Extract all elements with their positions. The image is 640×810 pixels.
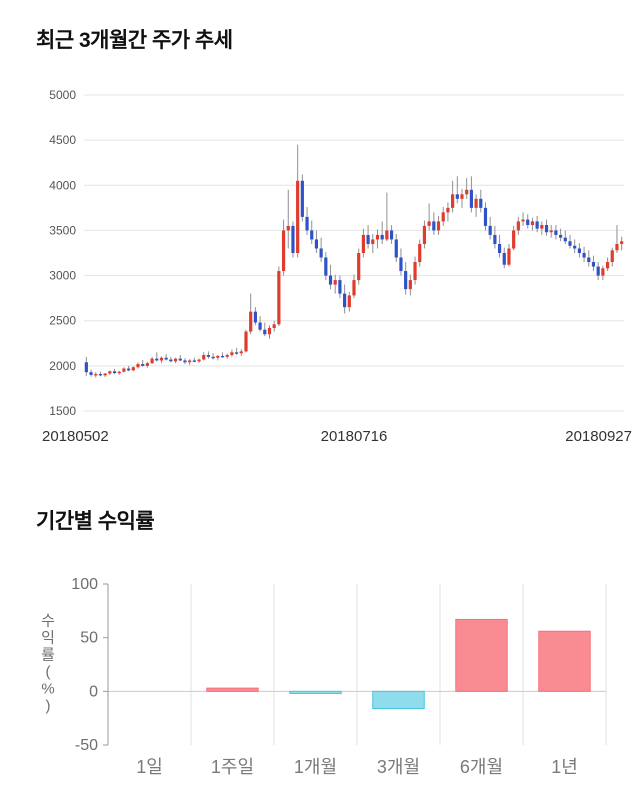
svg-text:%: % <box>41 681 54 698</box>
svg-text:1개월: 1개월 <box>294 757 337 777</box>
svg-text:20180716: 20180716 <box>321 428 388 445</box>
svg-text:5000: 5000 <box>49 88 76 102</box>
svg-text:3500: 3500 <box>49 223 76 237</box>
svg-text:3000: 3000 <box>49 269 76 283</box>
price-trend-title: 최근 3개월간 주가 추세 <box>36 29 233 52</box>
svg-text:50: 50 <box>80 630 98 647</box>
returns-bar-chart: 100 50 0 -50 수익률(%) 1일 1주일 1개월 3개월 6개월 1년 <box>41 578 607 777</box>
svg-text:4000: 4000 <box>49 178 76 192</box>
svg-text:): ) <box>46 698 51 715</box>
svg-text:3개월: 3개월 <box>377 757 420 777</box>
svg-text:1년: 1년 <box>551 757 578 777</box>
price-candlestick-chart: 1500 2000 2500 3000 3500 4000 4500 5000 20180502… <box>42 88 632 445</box>
svg-text:0: 0 <box>89 683 98 700</box>
svg-text:4500: 4500 <box>49 133 76 147</box>
svg-text:수: 수 <box>41 613 55 630</box>
returns-chart: 100 50 0 -50 수 익 률(%) 1일 1주일 1개월 3개월 6개월 1년 <box>0 578 640 783</box>
svg-text:100: 100 <box>71 578 98 593</box>
svg-text:익: 익 <box>41 630 55 647</box>
price-chart: 1500 2000 2500 3000 3500 4000 4500 5000 20180502… <box>0 83 640 451</box>
svg-text:2000: 2000 <box>49 359 76 373</box>
returns-title: 기간별 수익률 <box>36 510 155 533</box>
svg-text:-50: -50 <box>75 737 98 754</box>
svg-text:(: ( <box>46 664 51 681</box>
svg-text:20180927: 20180927 <box>565 428 632 445</box>
svg-text:1500: 1500 <box>49 404 76 418</box>
svg-text:20180502: 20180502 <box>42 428 109 445</box>
svg-text:2500: 2500 <box>49 314 76 328</box>
svg-text:1일: 1일 <box>136 757 163 777</box>
svg-text:1주일: 1주일 <box>211 757 254 777</box>
svg-text:6개월: 6개월 <box>460 757 503 777</box>
svg-text:률: 률 <box>41 647 55 664</box>
